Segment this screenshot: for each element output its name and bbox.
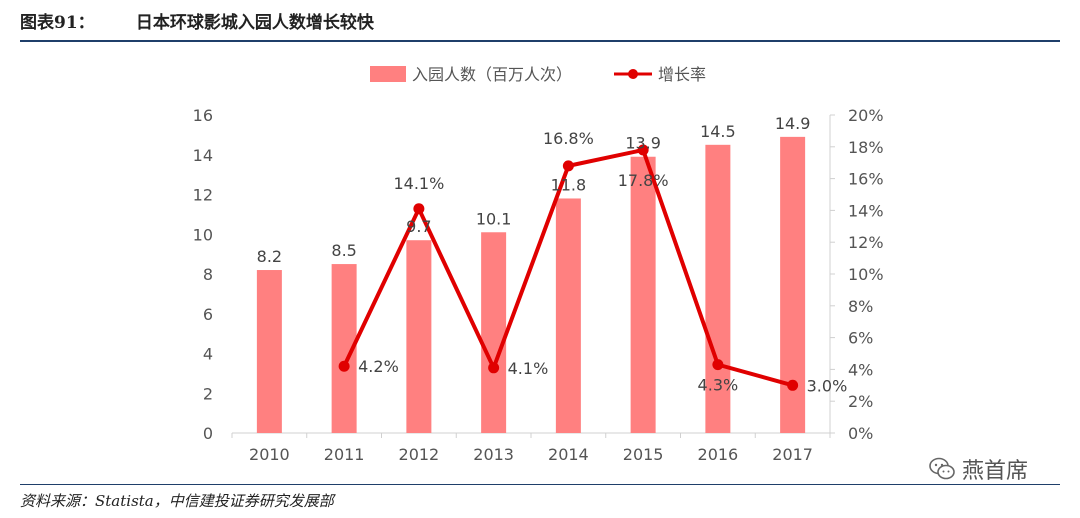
y-left-tick-label: 6 xyxy=(203,305,213,324)
legend-marker-line xyxy=(628,69,638,79)
legend-label-bar: 入园人数（百万人次） xyxy=(412,65,572,84)
bar-value-label: 14.9 xyxy=(775,114,811,133)
bar xyxy=(481,232,507,433)
y-right-tick-label: 16% xyxy=(848,170,884,189)
x-tick-label: 2015 xyxy=(623,445,664,464)
y-right-tick-label: 10% xyxy=(848,265,884,284)
y-right-tick-label: 0% xyxy=(848,424,873,443)
header-rule xyxy=(20,40,1060,42)
x-tick-label: 2011 xyxy=(324,445,365,464)
data-labels: 8.2 8.5 9.7 10.1 11.8 13.9 14.5 14.9 4.2% 14.1% 4.… xyxy=(257,114,848,395)
x-tick-label: 2014 xyxy=(548,445,589,464)
y-left-tick-label: 12 xyxy=(193,186,213,205)
figure-number: 图表91： xyxy=(20,13,95,33)
bar-series xyxy=(256,136,806,434)
growth-point xyxy=(787,379,799,391)
x-tick-label: 2013 xyxy=(473,445,514,464)
figure-header: 图表91： 日本环球影城入园人数增长较快 xyxy=(20,8,1060,42)
y-right-tick-label: 12% xyxy=(848,233,884,252)
x-tick-label: 2016 xyxy=(698,445,739,464)
growth-value-label: 17.8% xyxy=(618,171,669,190)
y-right-tick-label: 2% xyxy=(848,392,873,411)
y-right-tick-label: 6% xyxy=(848,329,873,348)
bar-value-label: 8.2 xyxy=(257,247,282,266)
bar xyxy=(705,144,731,433)
y-left-tick-label: 10 xyxy=(193,225,213,244)
footer-rule xyxy=(20,484,1060,485)
growth-point xyxy=(562,160,574,172)
y-right-tick-label: 20% xyxy=(848,106,884,125)
legend-label-line: 增长率 xyxy=(658,65,706,84)
y-left-tick-label: 2 xyxy=(203,384,213,403)
growth-point xyxy=(488,362,500,374)
y-left-tick-label: 8 xyxy=(203,265,213,284)
bar-value-label: 8.5 xyxy=(331,241,356,260)
y-right-tick-label: 4% xyxy=(848,360,873,379)
y-right-tick-label: 8% xyxy=(848,297,873,316)
growth-value-label: 4.3% xyxy=(698,376,739,395)
y-right-tick-label: 14% xyxy=(848,201,884,220)
bar-value-label: 10.1 xyxy=(476,209,512,228)
y-left-tick-label: 16 xyxy=(193,106,213,125)
y-left-tick-label: 14 xyxy=(193,146,213,165)
bar-value-label: 9.7 xyxy=(406,217,431,236)
growth-value-label: 14.1% xyxy=(393,174,444,193)
x-tick-label: 2010 xyxy=(249,445,290,464)
growth-value-label: 16.8% xyxy=(543,129,594,148)
bar-value-label: 13.9 xyxy=(625,134,661,153)
legend-swatch-bar xyxy=(370,66,406,82)
x-tick-label: 2012 xyxy=(399,445,440,464)
source-note: 资料来源：Statista，中信建投证券研究发展部 xyxy=(20,492,334,510)
watermark-text: 燕首席 xyxy=(962,459,1029,484)
bar-value-label: 11.8 xyxy=(551,175,587,194)
chart-axes: 0 2 4 6 8 10 12 14 16 0% 2% 4% 6% 8% 10% 12% 14% 16% 18% 20… xyxy=(193,106,884,464)
chart-legend: 入园人数（百万人次） 增长率 xyxy=(370,65,706,84)
bar xyxy=(630,156,656,434)
bar xyxy=(406,240,432,433)
bar xyxy=(256,270,282,433)
figure-title: 日本环球影城入园人数增长较快 xyxy=(135,13,374,33)
growth-point xyxy=(413,203,425,215)
growth-value-label: 4.1% xyxy=(508,359,549,378)
y-left-tick-label: 4 xyxy=(203,345,213,364)
bar-value-label: 14.5 xyxy=(700,122,736,141)
line-series xyxy=(338,144,799,391)
watermark: 燕首席 xyxy=(928,452,1068,486)
wechat-icon xyxy=(929,457,955,480)
growth-point xyxy=(637,144,649,156)
growth-value-label: 4.2% xyxy=(358,357,399,376)
growth-point xyxy=(712,359,724,371)
y-left-tick-label: 0 xyxy=(203,424,213,443)
bar xyxy=(555,198,581,433)
x-tick-label: 2017 xyxy=(772,445,813,464)
growth-value-label: 3.0% xyxy=(807,376,848,395)
y-right-tick-label: 18% xyxy=(848,138,884,157)
growth-point xyxy=(338,360,350,372)
